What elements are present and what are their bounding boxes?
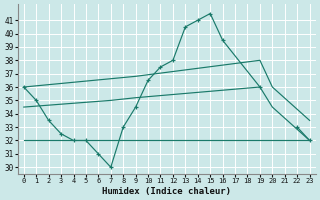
X-axis label: Humidex (Indice chaleur): Humidex (Indice chaleur) bbox=[102, 187, 231, 196]
